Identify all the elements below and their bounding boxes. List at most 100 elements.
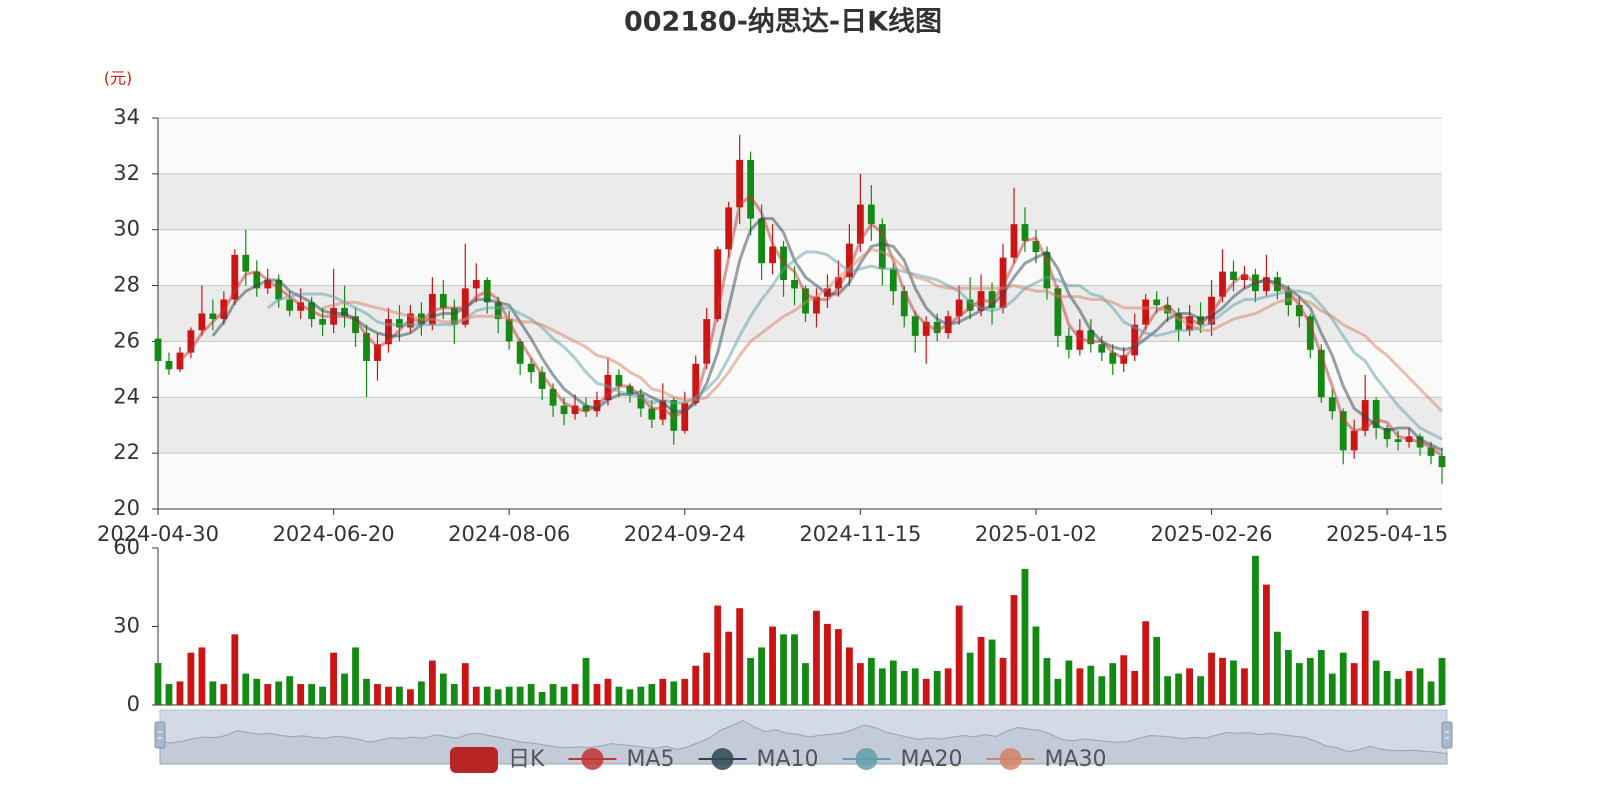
legend-icon <box>711 748 734 770</box>
volume-bar <box>428 660 436 705</box>
volume-bar <box>472 686 480 705</box>
candle-body <box>835 277 842 289</box>
volume-bar <box>1142 621 1150 705</box>
candle-body <box>1230 271 1237 280</box>
candle-body <box>352 316 359 334</box>
volume-bar <box>933 670 941 705</box>
volume-bar <box>966 652 974 705</box>
candle-body <box>1317 349 1325 398</box>
candle-body <box>264 279 272 289</box>
volume-bar <box>758 647 765 705</box>
legend-icon <box>581 748 604 770</box>
volume-bar <box>1120 655 1128 705</box>
volume-bar <box>615 686 623 705</box>
volume-bar <box>154 663 162 705</box>
volume-bar <box>637 686 645 705</box>
zoom-handle[interactable] <box>154 721 166 749</box>
volume-bar <box>988 639 996 705</box>
volume-bar <box>571 684 579 705</box>
legend-icon <box>855 748 878 770</box>
candle-body <box>560 405 568 415</box>
volume-bar <box>505 686 513 705</box>
x-tick-label: 2024-04-30 <box>97 522 219 546</box>
volume-bar <box>385 686 392 705</box>
y-tick-label: 26 <box>113 328 140 352</box>
volume-bar <box>1186 668 1193 705</box>
volume-bar <box>604 678 612 705</box>
candle-body <box>900 291 908 317</box>
volume-bar <box>911 668 919 705</box>
candle-body <box>911 316 919 336</box>
volume-bar <box>264 684 272 705</box>
volume-bar <box>176 681 184 705</box>
split-area <box>158 173 1442 230</box>
candle-body <box>615 374 623 387</box>
volume-bar <box>450 684 458 705</box>
x-tick-label: 2025-01-02 <box>975 522 1097 546</box>
candle-body <box>1306 316 1314 350</box>
volume-bar <box>1098 676 1106 705</box>
candle-body <box>878 224 886 269</box>
candle-body <box>582 405 590 412</box>
candle-body <box>1438 455 1446 468</box>
candle-body <box>154 338 162 361</box>
volume-bar <box>856 663 864 705</box>
legend-icon <box>450 747 498 773</box>
candle-body <box>1394 439 1402 442</box>
candle-body <box>187 330 195 353</box>
volume-bar <box>1317 650 1325 705</box>
volume-bar <box>165 684 173 705</box>
volume-bar <box>1010 595 1018 705</box>
volume-bar <box>439 673 447 705</box>
split-area <box>158 397 1442 454</box>
legend-item[interactable]: MA20 <box>842 747 963 772</box>
y-tick-label: 28 <box>113 273 140 297</box>
volume-bar <box>253 678 261 705</box>
legend-item[interactable]: MA10 <box>698 747 819 772</box>
candle-body <box>286 299 294 311</box>
legend-item[interactable]: MA5 <box>568 747 674 772</box>
candle-body <box>747 159 755 219</box>
candle-body <box>1295 305 1303 317</box>
volume-bar <box>747 657 755 705</box>
candle-body <box>1087 330 1095 345</box>
candle-body <box>472 279 480 289</box>
candle-body <box>198 313 206 331</box>
volume-bar <box>1087 665 1095 705</box>
volume-bar <box>1230 660 1237 705</box>
volume-bar <box>1054 678 1062 705</box>
candle-body <box>922 321 930 336</box>
candle-body <box>955 299 963 317</box>
candle-body <box>648 408 656 420</box>
volume-bar <box>538 691 546 705</box>
candle-body <box>626 386 634 395</box>
volume-bar <box>187 652 195 705</box>
candle-body <box>242 254 250 272</box>
volume-bar <box>308 684 316 705</box>
candle-body <box>1065 335 1073 350</box>
volume-bar <box>319 686 327 705</box>
legend-item[interactable]: MA30 <box>986 747 1107 772</box>
legend-item[interactable]: 日K <box>450 747 545 773</box>
volume-bar <box>352 647 359 705</box>
volume-bar <box>593 684 601 705</box>
volume-y-tick-label: 60 <box>113 535 140 559</box>
volume-bar <box>944 668 952 705</box>
volume-bar <box>1065 660 1073 705</box>
volume-bar <box>297 684 305 705</box>
volume-bar <box>1295 663 1303 705</box>
volume-bar <box>363 678 370 705</box>
candle-body <box>933 321 941 334</box>
y-tick-label: 32 <box>113 161 140 185</box>
volume-bar <box>714 605 722 705</box>
volume-bar <box>648 684 656 705</box>
volume-bar <box>878 668 886 705</box>
volume-bar <box>900 670 908 705</box>
candle-body <box>1383 428 1391 440</box>
y-tick-label: 24 <box>113 384 140 408</box>
candle-body <box>791 279 798 289</box>
volume-bar <box>1109 663 1117 705</box>
volume-bar <box>341 673 348 705</box>
volume-bar <box>461 663 469 705</box>
zoom-handle[interactable] <box>1441 721 1453 749</box>
